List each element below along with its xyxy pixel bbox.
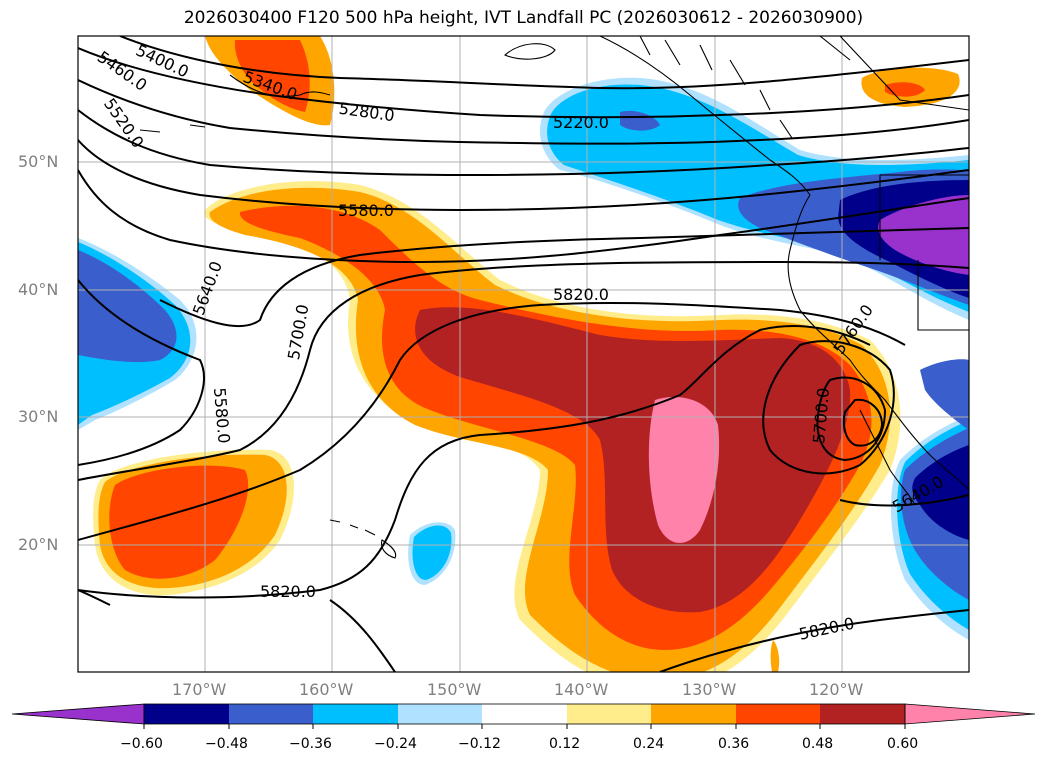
lon-label: 160°W (299, 680, 354, 699)
colorbar-tick-label: 0.48 (802, 736, 834, 752)
neg-pacnw-purple (878, 195, 969, 275)
neg-hawaii-cyan2 (412, 525, 452, 580)
colorbar-tick-label: −0.48 (205, 736, 248, 752)
colorbar-tick-label: −0.36 (289, 736, 332, 752)
coastlines (139, 36, 969, 559)
colorbar-swatch (736, 704, 820, 724)
colorbar-tick-label: 0.60 (887, 736, 919, 752)
neg-west-blue (78, 250, 177, 363)
colorbar-tick-label: −0.24 (374, 736, 417, 752)
contour-label: 5220.0 (553, 113, 609, 132)
ivt-shading (78, 36, 969, 672)
colorbar-tick-label: 0.36 (718, 736, 750, 752)
positive-plume-pink (648, 397, 720, 543)
ne-lobe-red (885, 82, 925, 97)
height-contours (78, 36, 969, 672)
lat-label: 40°N (18, 280, 59, 299)
west-lobe-red (109, 465, 249, 579)
positive-plume-darkred (415, 307, 851, 613)
lat-label: 30°N (18, 407, 59, 426)
colorbar-tick-label: −0.12 (458, 736, 501, 752)
colorbar-max-extend (904, 703, 1036, 725)
lon-label: 150°W (427, 680, 482, 699)
colorbar-swatch (482, 704, 567, 724)
colorbar (11, 703, 1036, 729)
lon-label: 140°W (554, 680, 609, 699)
neg-far-east (920, 359, 969, 430)
north-lobe-red (234, 40, 310, 112)
thin-orange-sliver (770, 640, 780, 672)
map-frame (77, 35, 970, 673)
contour-label: 5820.0 (260, 582, 316, 601)
colorbar-swatch (313, 704, 398, 724)
map-title: 2026030400 F120 500 hPa height, IVT Land… (183, 8, 864, 28)
lon-label: 120°W (809, 680, 864, 699)
colorbar-swatch (567, 704, 651, 724)
contour-label: 5820.0 (553, 285, 609, 304)
colorbar-min-extend (11, 703, 145, 725)
colorbar-swatch (229, 704, 313, 724)
neg-small-blue (620, 110, 660, 131)
colorbar-swatch (398, 704, 482, 724)
lat-label: 20°N (18, 535, 59, 554)
colorbar-tick-label: −0.60 (120, 736, 163, 752)
colorbar-swatch (651, 704, 736, 724)
contour-label: 5700.0 (809, 387, 833, 444)
lat-label: 50°N (18, 152, 59, 171)
colorbar-swatch (144, 704, 229, 724)
contour-label: 5580.0 (210, 387, 234, 444)
colorbar-tick-label: 0.12 (549, 736, 581, 752)
contour-label: 5580.0 (338, 201, 394, 220)
neg-se-navy (912, 445, 969, 540)
lon-label: 130°W (682, 680, 737, 699)
lon-label: 170°W (172, 680, 227, 699)
colorbar-swatch (820, 704, 905, 724)
colorbar-tick-label: 0.24 (633, 736, 665, 752)
